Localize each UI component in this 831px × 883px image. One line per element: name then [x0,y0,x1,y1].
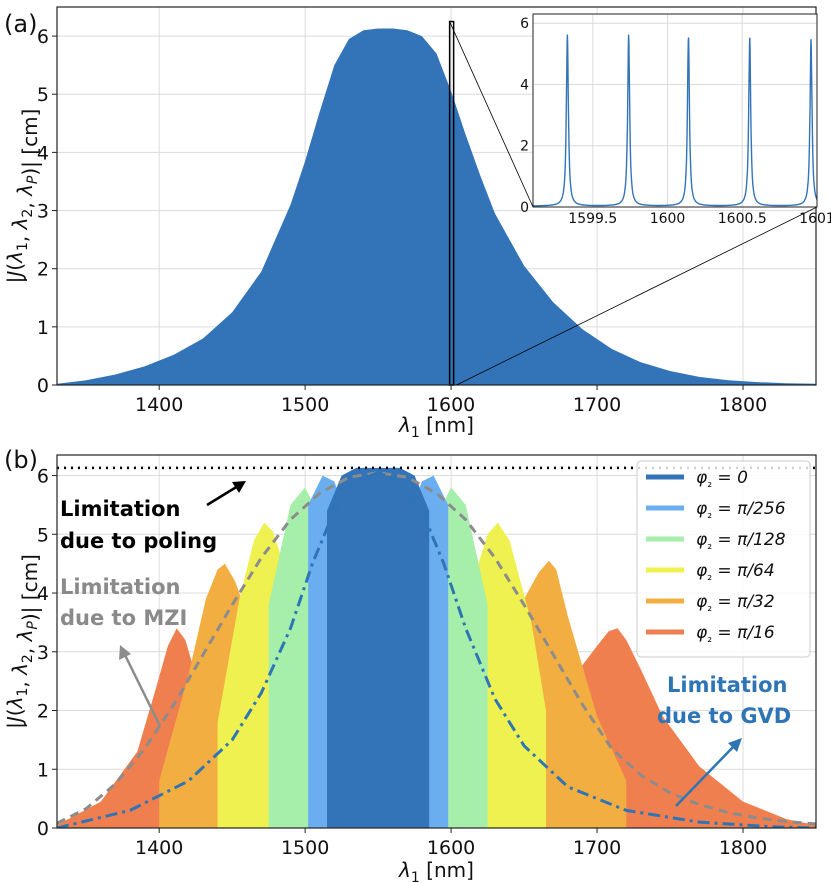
y-tick-label: 5 [37,84,49,106]
panel-a-chart: 1400 1500 1600 1700 1800 0 1 2 3 4 5 6 |J(λ1, λ2, λP… [3,6,831,441]
inset-x-tick-label: 1601 [799,211,831,227]
inset-y-tick-label: 4 [520,77,529,93]
y-tick-label: 5 [37,524,49,546]
annotation-poling-arrow-shaft [206,484,239,507]
x-tick-label: 1400 [135,394,183,416]
x-axis-label: λ1 [nm] [398,858,474,883]
annotation-gvd-line2: due to GVD [657,704,791,728]
inset-x-tick-label: 1600.5 [718,211,767,227]
zoom-connector-left [449,21,534,208]
y-tick-label: 4 [37,142,49,164]
annotation-mzi-line1: Limitation [60,575,180,599]
annotation-poling-arrowhead [232,481,246,493]
x-axis-label: λ1 [nm] [398,413,474,441]
zoom-connector-right [456,206,818,386]
legend-entry-label: φ₂ = π/16 [696,623,775,645]
legend-entry-label: φ₂ = π/32 [696,592,775,614]
x-tick-label: 1600 [427,837,475,859]
panel-b-label: (b) [4,446,38,474]
annotation-poling-line2: due to poling [60,529,217,553]
y-tick-label: 3 [37,642,49,664]
x-tick-label: 1800 [719,394,767,416]
y-tick-label: 2 [37,259,49,281]
inset-series-line [533,34,817,207]
inset-y-tick-label: 0 [520,200,529,216]
annotation-mzi-arrow-shaft [123,654,162,727]
x-tick-label: 1800 [719,837,767,859]
annotation-mzi-arrowhead [119,645,131,660]
y-tick-label: 0 [37,818,49,840]
y-tick-label: 2 [37,701,49,723]
x-tick-label: 1500 [281,837,329,859]
plot-frame [56,454,817,829]
legend-entry-label: φ₂ = π/128 [696,530,786,552]
annotation-mzi-line2: due to MZI [60,606,187,630]
y-tick-label: 6 [37,466,49,488]
y-tick-label: 6 [37,26,49,48]
inset-y-tick-label: 2 [520,139,529,155]
annotation-gvd-arrow-shaft [675,744,736,807]
inset-x-tick-label: 1600 [650,211,686,227]
legend-entry-label: φ₂ = π/64 [696,561,775,583]
x-tick-label: 1700 [573,837,621,859]
inset-x-tick-label: 1599.5 [568,211,617,227]
inset-y-tick-label: 6 [520,16,529,32]
x-tick-label: 1500 [281,394,329,416]
y-tick-label: 1 [37,759,49,781]
series-area-envelope [57,28,816,385]
legend: φ₂ = 0 φ₂ = π/256 φ₂ = π/128 φ₂ = π/64 φ₂ = … [636,460,811,658]
legend-entry-label: φ₂ = 0 [696,468,748,490]
y-axis-label: |J(λ1, λ2, λP)| [cm] [3,109,42,284]
panel-a-label: (a) [4,10,37,38]
y-tick-label: 1 [37,317,49,339]
inset-background [533,14,817,207]
inset-frame [532,13,818,208]
legend-entry-label: φ₂ = π/256 [696,499,786,521]
y-axis-label: |J(λ1, λ2, λP)| [cm] [3,554,42,729]
y-tick-label: 4 [37,583,49,605]
panel-b-chart: 1400 1500 1600 1700 1800 0 1 2 3 4 5 6 |J(λ1, λ2, λP… [3,454,817,883]
y-tick-label: 0 [37,375,49,397]
gvd-limit-curve [57,470,816,828]
y-tick-label: 3 [37,201,49,223]
x-tick-label: 1400 [135,837,183,859]
annotation-gvd-arrowhead [728,738,742,752]
series-area-5 [327,467,430,828]
annotation-gvd-line1: Limitation [667,673,787,697]
x-tick-label: 1600 [427,394,475,416]
annotation-poling-line1: Limitation [60,497,180,521]
mzi-limit-curve [57,471,816,826]
x-tick-label: 1700 [573,394,621,416]
